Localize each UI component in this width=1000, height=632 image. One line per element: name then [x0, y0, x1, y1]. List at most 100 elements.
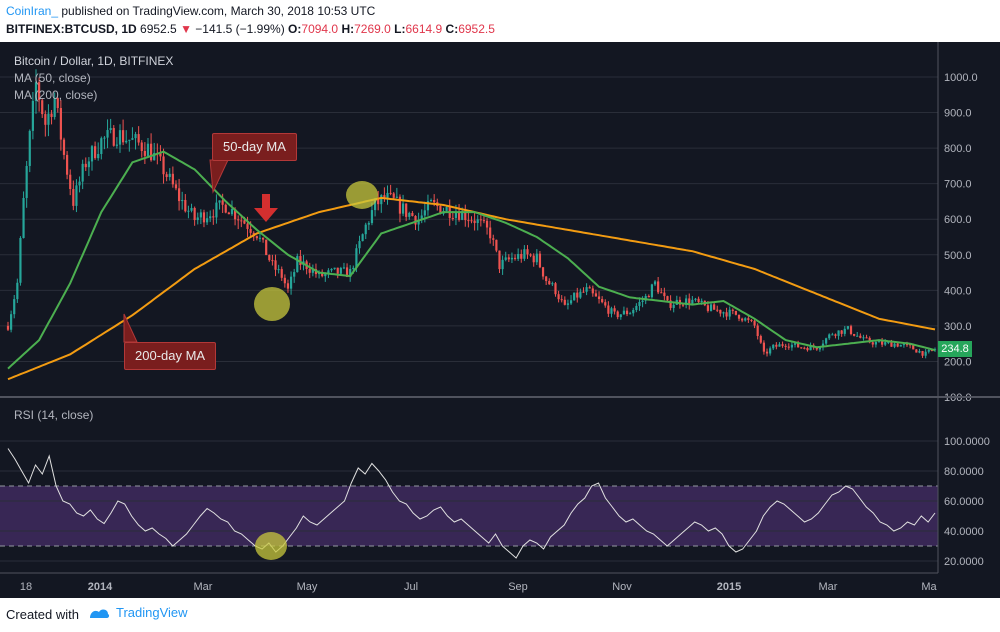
candle-body: [69, 174, 72, 190]
candle-body: [181, 199, 184, 202]
candle-body: [843, 328, 846, 334]
rsi-axis[interactable]: 20.0000 40.0000 60.0000 80.0000 100.0000: [944, 436, 990, 568]
candle-body: [893, 343, 896, 347]
candle-body: [311, 269, 314, 273]
candle-body: [398, 196, 402, 214]
candle-body: [818, 347, 822, 350]
candle-body: [666, 296, 669, 301]
candle-body: [513, 257, 517, 259]
candle-body: [485, 220, 489, 228]
candle-body: [386, 192, 389, 198]
author-link[interactable]: CoinIran_: [6, 4, 59, 18]
price-tick-label: 900.0: [944, 108, 972, 120]
candle-body: [613, 308, 616, 312]
candle-body: [190, 207, 193, 211]
candle-body: [492, 238, 495, 240]
candle-body: [202, 212, 206, 223]
candle-body: [737, 314, 741, 319]
candle-body: [501, 259, 504, 270]
price-tick-label: 600.0: [944, 214, 972, 226]
tradingview-brand[interactable]: TradingView: [116, 605, 188, 620]
candle-body: [143, 151, 146, 156]
chart-legend-title: Bitcoin / Dollar, 1D, BITFINEX: [14, 54, 174, 68]
candle-body: [373, 198, 377, 211]
chart-header: CoinIran_ published on TradingView.com, …: [0, 0, 1000, 42]
candle-body: [464, 211, 467, 221]
candle-body: [205, 218, 209, 223]
candle-body: [741, 318, 744, 321]
candle-body: [825, 338, 828, 344]
candle-body: [106, 130, 109, 138]
candle-body: [72, 189, 75, 206]
candle-body: [669, 300, 672, 308]
candle-body: [352, 267, 355, 269]
candle-body: [41, 100, 44, 115]
rsi-tick-label: 60.0000: [944, 496, 984, 508]
open-label: O:: [288, 22, 302, 36]
candle-body: [700, 300, 703, 303]
candle-body: [778, 344, 781, 347]
candle-body: [681, 304, 685, 306]
tradingview-link[interactable]: TradingView: [88, 605, 188, 620]
rsi-tick-label: 20.0000: [944, 556, 984, 568]
candle-body: [274, 260, 277, 270]
candle-body: [299, 256, 302, 265]
candle-body: [772, 344, 775, 349]
candle-body: [691, 299, 694, 305]
candle-body: [663, 292, 666, 297]
candle-body: [831, 334, 834, 336]
candle-body: [433, 200, 436, 203]
candle-body: [414, 215, 417, 225]
candle-body: [504, 257, 507, 260]
candle-body: [212, 216, 215, 218]
candle-body: [548, 281, 551, 285]
candle-body: [930, 350, 933, 352]
candle-body: [187, 210, 190, 212]
candle-body: [647, 295, 650, 298]
price-tick-label: 700.0: [944, 179, 972, 191]
candle-body: [423, 210, 426, 216]
candle-body: [159, 153, 162, 157]
candle-body: [610, 308, 613, 314]
candle-body: [551, 283, 554, 285]
candle-body: [660, 292, 663, 294]
candle-body: [588, 287, 591, 289]
time-tick-label: Jul: [404, 581, 418, 593]
candle-body: [887, 341, 890, 343]
candle-body: [790, 344, 794, 348]
low-label: L:: [394, 22, 406, 36]
time-tick-label: Nov: [612, 581, 632, 593]
tradingview-logo-icon: [90, 609, 110, 618]
publish-info: published on TradingView.com, March 30, …: [61, 4, 376, 18]
chart-canvas[interactable]: 100.0200.0300.0400.0500.0600.0700.0800.0…: [0, 42, 1000, 598]
candle-body: [597, 296, 601, 300]
candle-body: [196, 217, 199, 221]
close-value: 6952.5: [458, 22, 495, 36]
candle-body: [769, 348, 772, 354]
candle-body: [853, 334, 856, 336]
price-tick-label: 1000.0: [944, 72, 978, 84]
candle-body: [100, 138, 103, 154]
candle-body: [744, 318, 747, 321]
candle-body: [479, 219, 482, 221]
candle-body: [25, 165, 28, 198]
candle-body: [495, 239, 498, 251]
candle-body: [837, 330, 840, 336]
candle-body: [457, 212, 461, 220]
time-axis[interactable]: 18 2014 Mar May Jul Sep Nov 2015 Mar Ma: [0, 572, 1000, 598]
candle-body: [383, 195, 386, 198]
candle-body: [240, 220, 243, 222]
candle-body: [856, 335, 859, 337]
candle-body: [168, 173, 171, 178]
time-tick-label: Sep: [508, 581, 528, 593]
candle-body: [632, 309, 635, 314]
candle-body: [392, 193, 395, 198]
candle-body: [800, 347, 803, 349]
candle-body: [243, 220, 246, 224]
candle-body: [265, 239, 268, 256]
candle-body: [277, 269, 280, 271]
candle-body: [545, 276, 548, 282]
candle-body: [470, 220, 473, 222]
candle-body: [87, 161, 90, 168]
candle-body: [579, 291, 582, 298]
